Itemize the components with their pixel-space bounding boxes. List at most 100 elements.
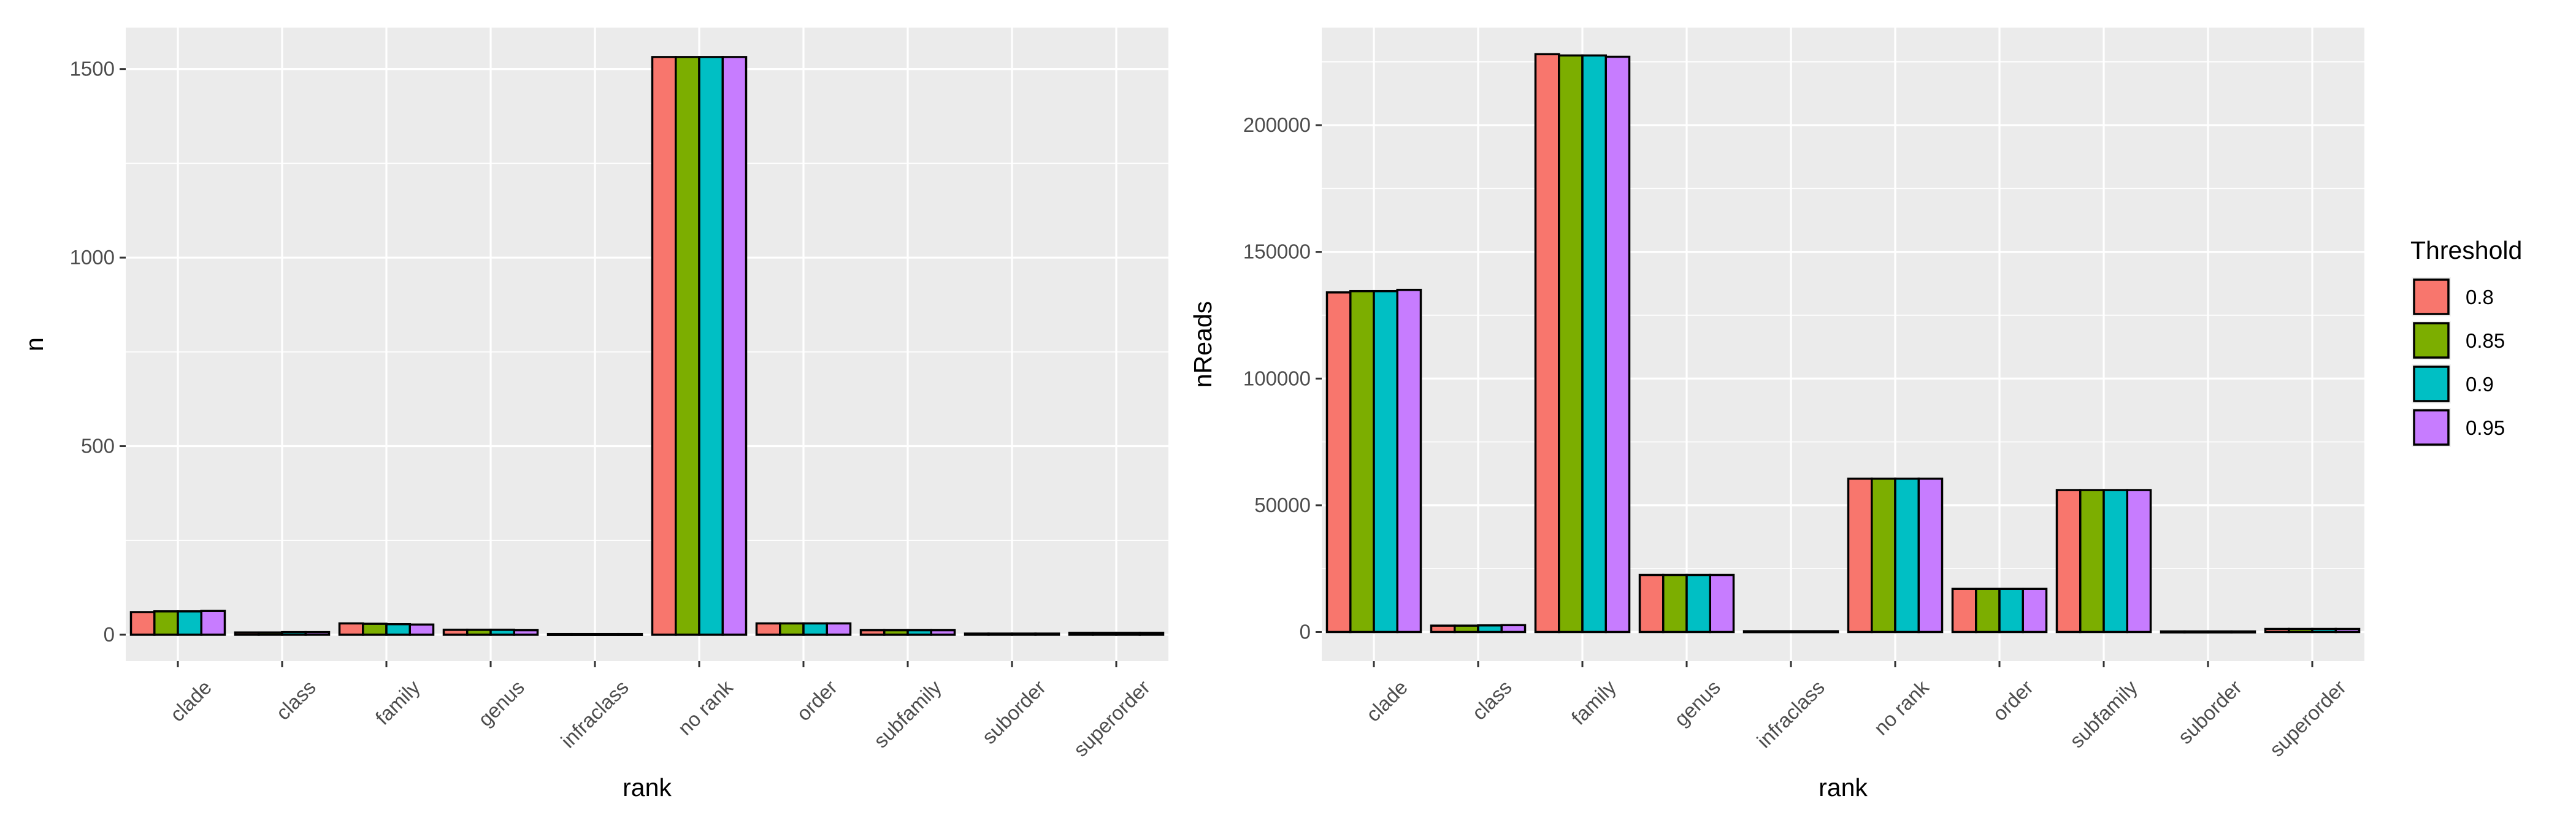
bar-class-0.8 — [234, 631, 260, 636]
legend-swatch-0.9 — [2413, 366, 2450, 402]
bar-class-0.9 — [1477, 624, 1503, 634]
y-tick-label: 100000 — [1243, 367, 1311, 389]
x-tick-label: superorder — [2265, 676, 2350, 761]
bar-order-0.85 — [1975, 588, 2001, 634]
bar-infraclass-0.8 — [546, 632, 573, 636]
y-tick-label: 1000 — [70, 246, 115, 269]
bar-genus-0.9 — [489, 629, 515, 636]
legend-label-0.9: 0.9 — [2466, 373, 2494, 396]
bar-order-0.9 — [802, 622, 828, 636]
bar-class-0.85 — [258, 631, 283, 636]
legend-swatch-0.95 — [2413, 409, 2450, 446]
bar-infraclass-0.95 — [617, 632, 643, 636]
x-tick-label: family — [371, 675, 424, 729]
bar-subfamily-0.85 — [2079, 489, 2105, 634]
plot-panel — [126, 28, 1168, 661]
bar-no-rank-0.85 — [675, 56, 700, 636]
bar-infraclass-0.85 — [570, 632, 596, 636]
x-tick-label: subfamily — [869, 675, 946, 752]
x-tick-label: suborder — [2174, 676, 2246, 748]
bar-clade-0.85 — [153, 610, 179, 636]
bar-infraclass-0.95 — [1813, 630, 1839, 634]
x-tick-label: class — [1468, 676, 1516, 724]
bar-suborder-0.8 — [964, 632, 990, 636]
y-tick-label: 200000 — [1243, 113, 1311, 136]
bar-superorder-0.8 — [1068, 632, 1094, 636]
bar-order-0.9 — [1998, 588, 2024, 634]
bar-clade-0.8 — [129, 611, 156, 636]
bar-genus-0.85 — [1662, 573, 1688, 634]
y-tick-label: 1500 — [70, 58, 115, 80]
legend-label-0.85: 0.85 — [2466, 329, 2505, 352]
x-tick-label: family — [1567, 675, 1620, 729]
x-tick-label: order — [792, 676, 841, 726]
bar-family-0.95 — [408, 623, 435, 636]
x-tick-label: genus — [1669, 676, 1725, 731]
x-tick-label: clade — [1362, 676, 1412, 726]
bar-family-0.8 — [1534, 53, 1560, 634]
y-axis-title: nReads — [1189, 301, 1217, 388]
bar-infraclass-0.8 — [1742, 630, 1769, 634]
bar-order-0.95 — [2022, 588, 2048, 634]
bar-suborder-0.8 — [2160, 630, 2186, 634]
bar-no-rank-0.8 — [1847, 477, 1873, 634]
legend-label-0.8: 0.8 — [2466, 286, 2494, 308]
bar-superorder-0.95 — [2334, 627, 2361, 634]
legend-swatch-0.85 — [2413, 322, 2450, 359]
bar-class-0.95 — [304, 630, 331, 636]
y-tick-label: 0 — [1300, 620, 1311, 643]
x-tick-label: suborder — [978, 676, 1050, 748]
bar-genus-0.95 — [1709, 573, 1735, 634]
bar-order-0.95 — [826, 622, 852, 636]
bar-superorder-0.9 — [2311, 627, 2337, 634]
bar-family-0.85 — [1558, 54, 1584, 634]
bar-family-0.95 — [1604, 55, 1631, 634]
bar-class-0.9 — [281, 630, 307, 636]
y-axis-title: n — [20, 337, 48, 351]
bar-superorder-0.8 — [2264, 627, 2290, 634]
bar-family-0.85 — [362, 622, 388, 636]
bar-no-rank-0.8 — [651, 56, 677, 636]
y-tick-label: 0 — [104, 623, 115, 646]
x-tick-label: infraclass — [556, 676, 633, 752]
x-tick-label: subfamily — [2065, 675, 2142, 752]
legend-title: Threshold — [2410, 236, 2522, 264]
bar-suborder-0.9 — [1011, 632, 1037, 636]
bar-clade-0.8 — [1325, 291, 1352, 634]
bar-superorder-0.9 — [1115, 632, 1141, 636]
bar-superorder-0.85 — [1092, 632, 1117, 636]
x-tick-label: genus — [473, 676, 529, 731]
x-tick-label: infraclass — [1752, 676, 1829, 752]
plot-panel — [1322, 28, 2364, 661]
bar-subfamily-0.9 — [2103, 489, 2128, 634]
y-tick-label: 500 — [81, 435, 115, 458]
bar-clade-0.85 — [1349, 289, 1375, 634]
bar-subfamily-0.95 — [930, 629, 956, 636]
bar-order-0.8 — [1951, 588, 1977, 634]
y-tick-label: 50000 — [1254, 494, 1311, 516]
x-tick-label: class — [272, 676, 320, 724]
bar-family-0.9 — [385, 622, 411, 636]
bar-suborder-0.95 — [1034, 632, 1060, 636]
bar-genus-0.8 — [1638, 573, 1665, 634]
plot-left: 0 500 1000 1500 clade class family genus infracl… — [20, 28, 1168, 802]
bar-infraclass-0.9 — [1790, 630, 1815, 634]
bar-genus-0.95 — [513, 629, 539, 636]
bar-subfamily-0.8 — [2055, 489, 2082, 634]
bar-superorder-0.95 — [1138, 632, 1165, 636]
bar-no-rank-0.85 — [1871, 477, 1896, 634]
bar-suborder-0.9 — [2207, 630, 2233, 634]
x-tick-label: order — [1988, 676, 2037, 726]
bar-no-rank-0.9 — [698, 56, 724, 636]
legend-label-0.95: 0.95 — [2466, 416, 2505, 439]
x-axis-title: rank — [623, 773, 672, 802]
x-axis-title: rank — [1819, 773, 1868, 802]
bar-infraclass-0.9 — [594, 632, 619, 636]
bar-order-0.85 — [779, 622, 805, 636]
bar-subfamily-0.8 — [859, 629, 886, 636]
bar-genus-0.8 — [442, 629, 469, 636]
bar-clade-0.95 — [1396, 288, 1422, 634]
y-tick-label: 150000 — [1243, 240, 1311, 263]
